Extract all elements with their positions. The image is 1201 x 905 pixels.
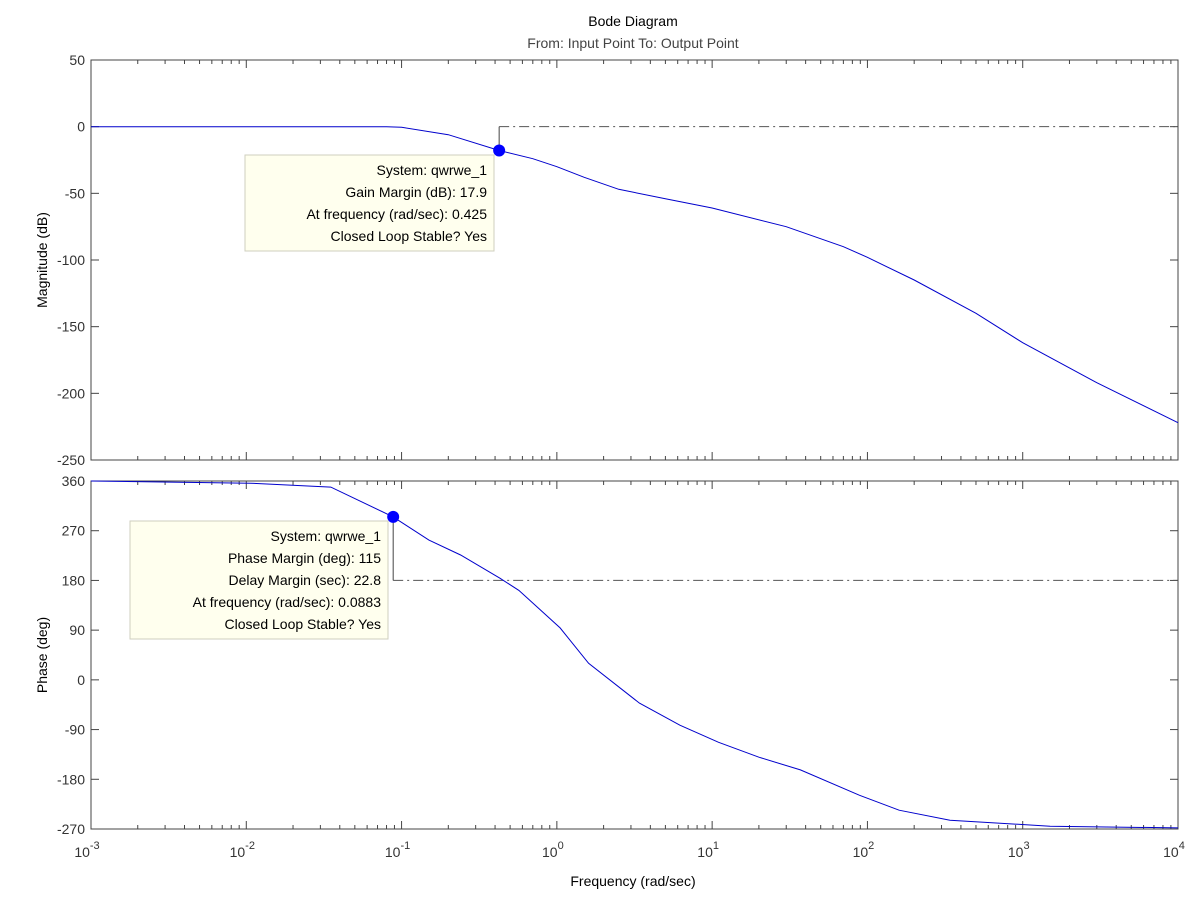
- x-tick-label: 10-2: [230, 840, 255, 860]
- x-tick-label: 10-1: [385, 840, 410, 860]
- y-tick-label: -180: [57, 771, 85, 787]
- datatip-box: [129, 520, 389, 640]
- y-tick-label: 0: [77, 672, 85, 688]
- chart-subtitle: From: Input Point To: Output Point: [527, 35, 739, 51]
- y-tick-label: -250: [57, 452, 85, 468]
- magnitude-axes: 50 0 -50 -100 -150 -200 -250 System: qwrwe_1 Gai…: [57, 52, 1179, 468]
- margin-marker: [493, 144, 506, 157]
- x-tick-label: 100: [542, 840, 564, 860]
- axes-frame: [90, 59, 1179, 461]
- datatip-line: Gain Margin (dB): 17.9: [345, 184, 487, 200]
- x-tick-label: 10-3: [74, 840, 99, 860]
- y-tick-label: 270: [62, 523, 86, 539]
- datatip-line: System: qwrwe_1: [271, 528, 382, 544]
- margin-marker: [387, 510, 400, 523]
- chart-title: Bode Diagram: [588, 13, 678, 29]
- x-axis-label: Frequency (rad/sec): [570, 873, 695, 889]
- datatip-line: System: qwrwe_1: [377, 162, 488, 178]
- phase-axes: 10-3 10-2 10-1 100 101 102 103 104 360 270 180 90 0 -…: [57, 473, 1185, 860]
- datatip-line: At frequency (rad/sec): 0.0883: [193, 594, 382, 610]
- y-tick-label: -90: [65, 722, 85, 738]
- x-tick-label: 102: [853, 840, 875, 860]
- datatip-box: [244, 154, 495, 252]
- y-tick-label: -100: [57, 252, 85, 268]
- datatip-line: At frequency (rad/sec): 0.425: [306, 206, 487, 222]
- magnitude-y-axis-label: Magnitude (dB): [34, 212, 50, 308]
- x-tick-label: 103: [1008, 840, 1030, 860]
- response-curve: [90, 480, 1179, 829]
- y-tick-label: -150: [57, 319, 85, 335]
- y-tick-label: -270: [57, 821, 85, 837]
- y-tick-label: -200: [57, 385, 85, 401]
- y-tick-label: -50: [65, 185, 85, 201]
- y-tick-label: 180: [62, 572, 86, 588]
- datatip-line: Closed Loop Stable? Yes: [225, 616, 381, 632]
- response-curve: [91, 126, 1179, 424]
- datatip-line: Phase Margin (deg): 115: [228, 550, 381, 566]
- datatip-line: Delay Margin (sec): 22.8: [228, 572, 381, 588]
- y-tick-label: 360: [62, 473, 86, 489]
- y-tick-label: 90: [69, 622, 85, 638]
- y-tick-label: 50: [69, 52, 85, 68]
- phase-y-axis-label: Phase (deg): [34, 617, 50, 693]
- datatip-line: Closed Loop Stable? Yes: [331, 228, 487, 244]
- y-tick-label: 0: [77, 119, 85, 135]
- x-tick-label: 104: [1163, 840, 1185, 860]
- x-tick-label: 101: [697, 840, 719, 860]
